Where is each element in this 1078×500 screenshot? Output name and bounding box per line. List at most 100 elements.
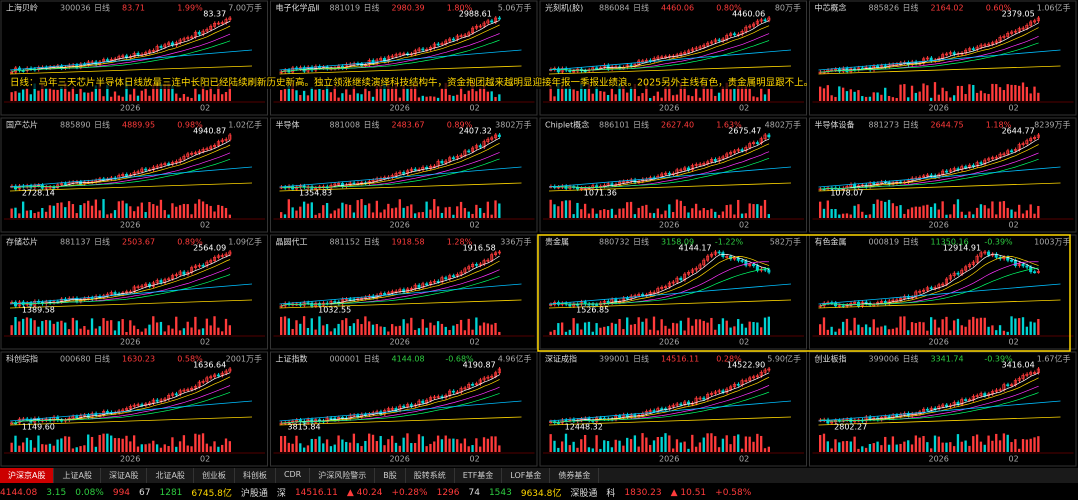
candle-body bbox=[147, 402, 151, 405]
candle-body bbox=[170, 42, 174, 46]
candle-body bbox=[763, 19, 767, 22]
candle-body bbox=[755, 20, 759, 25]
volume-bar bbox=[1021, 439, 1025, 452]
volume-bar bbox=[18, 213, 21, 218]
volume-bar bbox=[972, 214, 975, 218]
volume-bar bbox=[459, 319, 463, 335]
tab[interactable]: LOF基金 bbox=[502, 468, 551, 483]
sh-connect[interactable]: 沪股通 bbox=[240, 489, 268, 499]
volume-bar bbox=[972, 84, 975, 101]
volume-bar bbox=[280, 212, 283, 218]
volume-bar bbox=[698, 210, 702, 218]
volume-bar bbox=[14, 317, 17, 335]
moving-average bbox=[11, 144, 231, 188]
volume-bar bbox=[29, 318, 32, 335]
volume-bar bbox=[178, 97, 182, 101]
volume-bar bbox=[1033, 322, 1036, 335]
volume-bar bbox=[679, 442, 682, 452]
volume-bar bbox=[834, 96, 837, 101]
candle-body bbox=[979, 44, 983, 48]
tab[interactable]: 北证A股 bbox=[147, 468, 194, 483]
volume-bar bbox=[891, 203, 895, 218]
candle-body bbox=[478, 145, 482, 148]
volume-bar bbox=[391, 324, 394, 335]
tab[interactable]: 科创板 bbox=[235, 468, 276, 483]
volume-bar bbox=[756, 322, 759, 335]
candle-body bbox=[740, 260, 744, 262]
volume-bar bbox=[486, 91, 490, 101]
candle-body bbox=[463, 387, 467, 390]
volume-bar bbox=[467, 211, 470, 218]
trend-line bbox=[9, 166, 253, 188]
volume-bar bbox=[371, 324, 375, 335]
candle-body bbox=[891, 299, 895, 302]
volume-bar bbox=[402, 437, 405, 452]
tab[interactable]: 深证A股 bbox=[101, 468, 148, 483]
volume-bar bbox=[186, 445, 189, 452]
candle-body bbox=[75, 416, 79, 419]
tab[interactable]: B股 bbox=[375, 468, 406, 483]
candle-body bbox=[113, 292, 117, 295]
volume-bar bbox=[56, 439, 59, 452]
volume-bar bbox=[90, 91, 94, 101]
volume-bar bbox=[941, 201, 944, 218]
volume-bar bbox=[306, 445, 310, 452]
volume-bar bbox=[576, 202, 579, 218]
sz-connect[interactable]: 深股通 bbox=[570, 489, 598, 499]
volume-bar bbox=[394, 207, 398, 218]
volume-bar bbox=[333, 444, 336, 452]
panel-border bbox=[270, 351, 538, 467]
volume-bar bbox=[391, 87, 394, 101]
candle-body bbox=[209, 25, 213, 30]
candle-body bbox=[220, 22, 224, 24]
volume-bar bbox=[60, 202, 63, 218]
volume-bar bbox=[918, 91, 921, 101]
candle-body bbox=[155, 399, 159, 402]
volume-bar bbox=[178, 441, 182, 452]
candle-body bbox=[1021, 27, 1025, 30]
x-label: 2026 bbox=[120, 221, 140, 230]
candle-body bbox=[170, 393, 174, 396]
volume-bar bbox=[587, 321, 591, 335]
x-label: 2026 bbox=[929, 104, 949, 113]
candle-body bbox=[398, 171, 402, 174]
volume-bar bbox=[744, 86, 748, 101]
candle-body bbox=[656, 288, 660, 293]
volume-bar bbox=[360, 94, 363, 101]
volume-bar bbox=[448, 438, 451, 452]
tab[interactable]: ETF基金 bbox=[455, 468, 503, 483]
volume-bar bbox=[857, 324, 860, 335]
candle-body bbox=[983, 44, 987, 47]
tab[interactable]: CDR bbox=[276, 468, 311, 483]
volume-bar bbox=[872, 203, 875, 218]
volume-bar bbox=[291, 207, 294, 218]
candle-body bbox=[837, 305, 841, 308]
volume-bar bbox=[857, 90, 860, 101]
volume-bar bbox=[614, 323, 617, 335]
period: 日线 bbox=[903, 120, 919, 130]
volume-bar bbox=[283, 316, 287, 335]
volume-bar bbox=[21, 442, 25, 452]
candle-body bbox=[925, 57, 929, 60]
x-label: 2026 bbox=[929, 221, 949, 230]
volume-bar bbox=[907, 440, 910, 452]
volume-bar bbox=[819, 86, 822, 101]
tab[interactable]: 创业板 bbox=[194, 468, 235, 483]
candle-body bbox=[228, 368, 232, 372]
volume-bar bbox=[702, 208, 705, 218]
volume-bar bbox=[830, 209, 833, 218]
volume-bar bbox=[968, 445, 971, 452]
high-label: 4190.87 bbox=[463, 361, 496, 370]
tab[interactable]: 沪深风险警示 bbox=[310, 468, 376, 483]
tab[interactable]: 沪深京A股 bbox=[0, 468, 55, 483]
volume-bar bbox=[421, 436, 424, 452]
volume-bar bbox=[968, 319, 971, 335]
volume-bar bbox=[144, 328, 147, 335]
tab[interactable]: 上证A股 bbox=[54, 468, 101, 483]
tab[interactable]: 债券基金 bbox=[550, 468, 600, 483]
change: 0.58% bbox=[177, 355, 203, 364]
stock-panel: Chiplet概念 886101 日线 2627.40 1.63% 4802万手2675.… bbox=[539, 117, 807, 233]
candle-body bbox=[471, 147, 475, 152]
tab[interactable]: 股转系统 bbox=[406, 468, 455, 483]
candle-body bbox=[455, 155, 459, 159]
